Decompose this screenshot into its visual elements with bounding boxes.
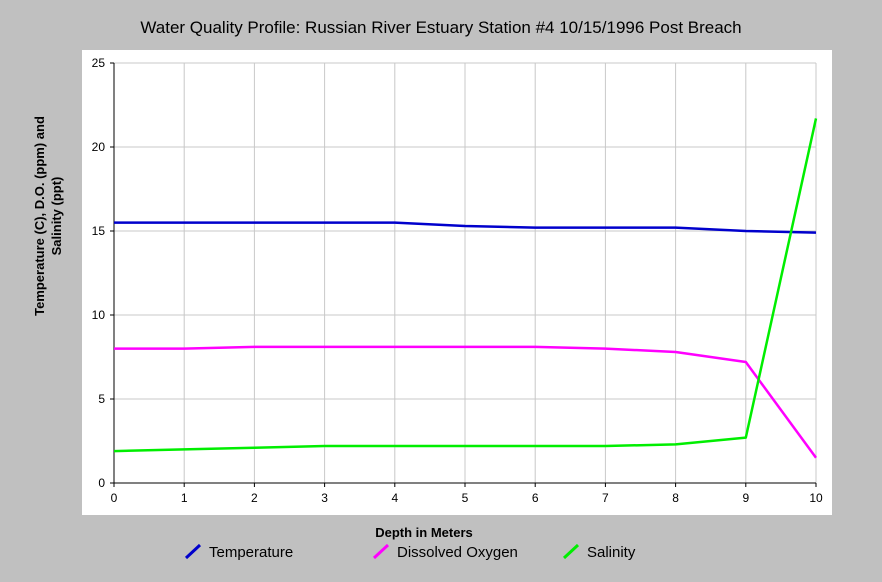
x-tick-label: 3 [321, 491, 328, 505]
y-tick-label: 10 [92, 308, 106, 322]
x-tick-label: 1 [181, 491, 188, 505]
y-axis-label: Temperature (C), D.O. (ppm) and Salinity… [32, 116, 64, 316]
x-tick-label: 0 [111, 491, 118, 505]
y-tick-label: 20 [92, 140, 106, 154]
series-lines [113, 118, 818, 459]
legend-swatch-salinity [562, 543, 580, 560]
legend-label-salinity: Salinity [587, 544, 636, 561]
legend-swatch-dissolved-oxygen [372, 543, 390, 560]
series-line-temperature [114, 221, 817, 234]
x-tick-label: 9 [742, 491, 749, 505]
series-line-salinity [113, 118, 818, 453]
y-tick-label: 5 [98, 392, 105, 406]
y-tick-label: 15 [92, 224, 106, 238]
x-tick-label: 6 [532, 491, 539, 505]
x-tick-label: 4 [391, 491, 398, 505]
y-axis-label-line2: Salinity (ppt) [49, 177, 64, 256]
x-tick-label: 10 [809, 491, 823, 505]
legend: Temperature Dissolved Oxygen Salinity [184, 543, 636, 561]
tick-labels: 0 1 2 3 4 5 6 7 8 9 10 0 5 10 15 20 25 [92, 56, 823, 505]
y-tick-label: 25 [92, 56, 106, 70]
y-tick-label: 0 [98, 476, 105, 490]
plot-frame [82, 50, 832, 515]
x-tick-label: 8 [672, 491, 679, 505]
x-tick-label: 5 [462, 491, 469, 505]
x-tick-label: 2 [251, 491, 258, 505]
axes [110, 62, 817, 487]
chart-title: Water Quality Profile: Russian River Est… [140, 18, 742, 37]
grid-lines [114, 62, 817, 483]
x-axis-label: Depth in Meters [375, 525, 473, 540]
x-tick-label: 7 [602, 491, 609, 505]
y-axis-label-line1: Temperature (C), D.O. (ppm) and [32, 116, 47, 316]
legend-swatch-temperature [184, 543, 202, 560]
legend-label-dissolved-oxygen: Dissolved Oxygen [397, 544, 518, 561]
series-line-dissolved-oxygen [114, 345, 818, 459]
legend-label-temperature: Temperature [209, 544, 293, 561]
